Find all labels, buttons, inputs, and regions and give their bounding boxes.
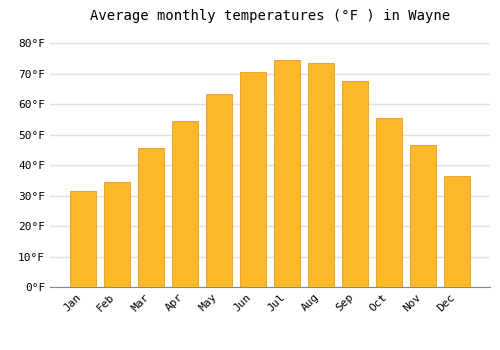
Title: Average monthly temperatures (°F ) in Wayne: Average monthly temperatures (°F ) in Wa… [90, 9, 450, 23]
Bar [104, 182, 130, 287]
Bar [206, 93, 232, 287]
Bar [240, 72, 266, 287]
Bar [274, 60, 300, 287]
Bar [376, 118, 402, 287]
Bar [138, 148, 164, 287]
Bar [172, 121, 198, 287]
Bar [308, 63, 334, 287]
Bar [70, 191, 96, 287]
Bar [410, 145, 436, 287]
Bar [342, 81, 368, 287]
Bar [444, 176, 470, 287]
